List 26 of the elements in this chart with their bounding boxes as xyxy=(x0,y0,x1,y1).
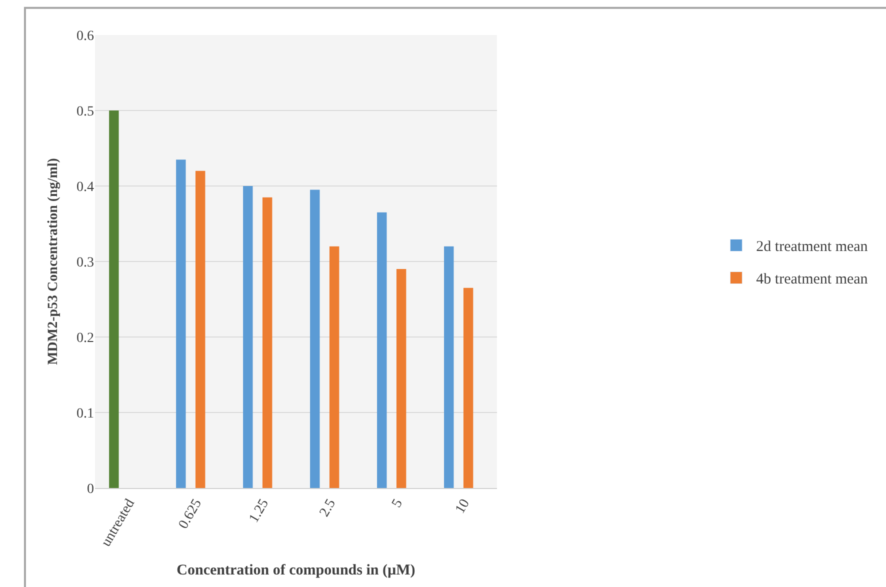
y-tick-label: 0 xyxy=(87,482,94,497)
y-tick-label: 0.4 xyxy=(76,180,94,195)
x-tick-label: 2.5 xyxy=(317,496,339,520)
legend-label: 4b treatment mean xyxy=(756,272,868,288)
y-tick-label: 0.6 xyxy=(76,28,94,44)
bar xyxy=(109,110,119,488)
y-tick-label: 0.2 xyxy=(76,330,94,346)
bar xyxy=(310,190,320,488)
y-tick-label: 0.1 xyxy=(76,406,94,422)
bar xyxy=(396,269,406,488)
x-axis-title: Concentration of compounds in (µM) xyxy=(176,562,416,578)
bar xyxy=(463,288,474,488)
bar xyxy=(329,246,340,488)
bar xyxy=(176,160,186,488)
x-tick-label: 5 xyxy=(389,496,406,510)
bar xyxy=(262,197,272,488)
bar xyxy=(444,246,454,488)
y-axis-title: MDM2-p53 Concentration (ng/ml) xyxy=(46,158,62,365)
y-tick-label: 0.5 xyxy=(76,104,94,120)
x-tick-label: 10 xyxy=(452,496,473,516)
bar xyxy=(243,186,253,488)
bar xyxy=(377,212,387,488)
legend-label: 2d treatment mean xyxy=(756,239,868,256)
bar xyxy=(195,170,206,488)
y-tick-label: 0.3 xyxy=(76,255,94,270)
x-tick-label: 1.25 xyxy=(246,496,272,526)
